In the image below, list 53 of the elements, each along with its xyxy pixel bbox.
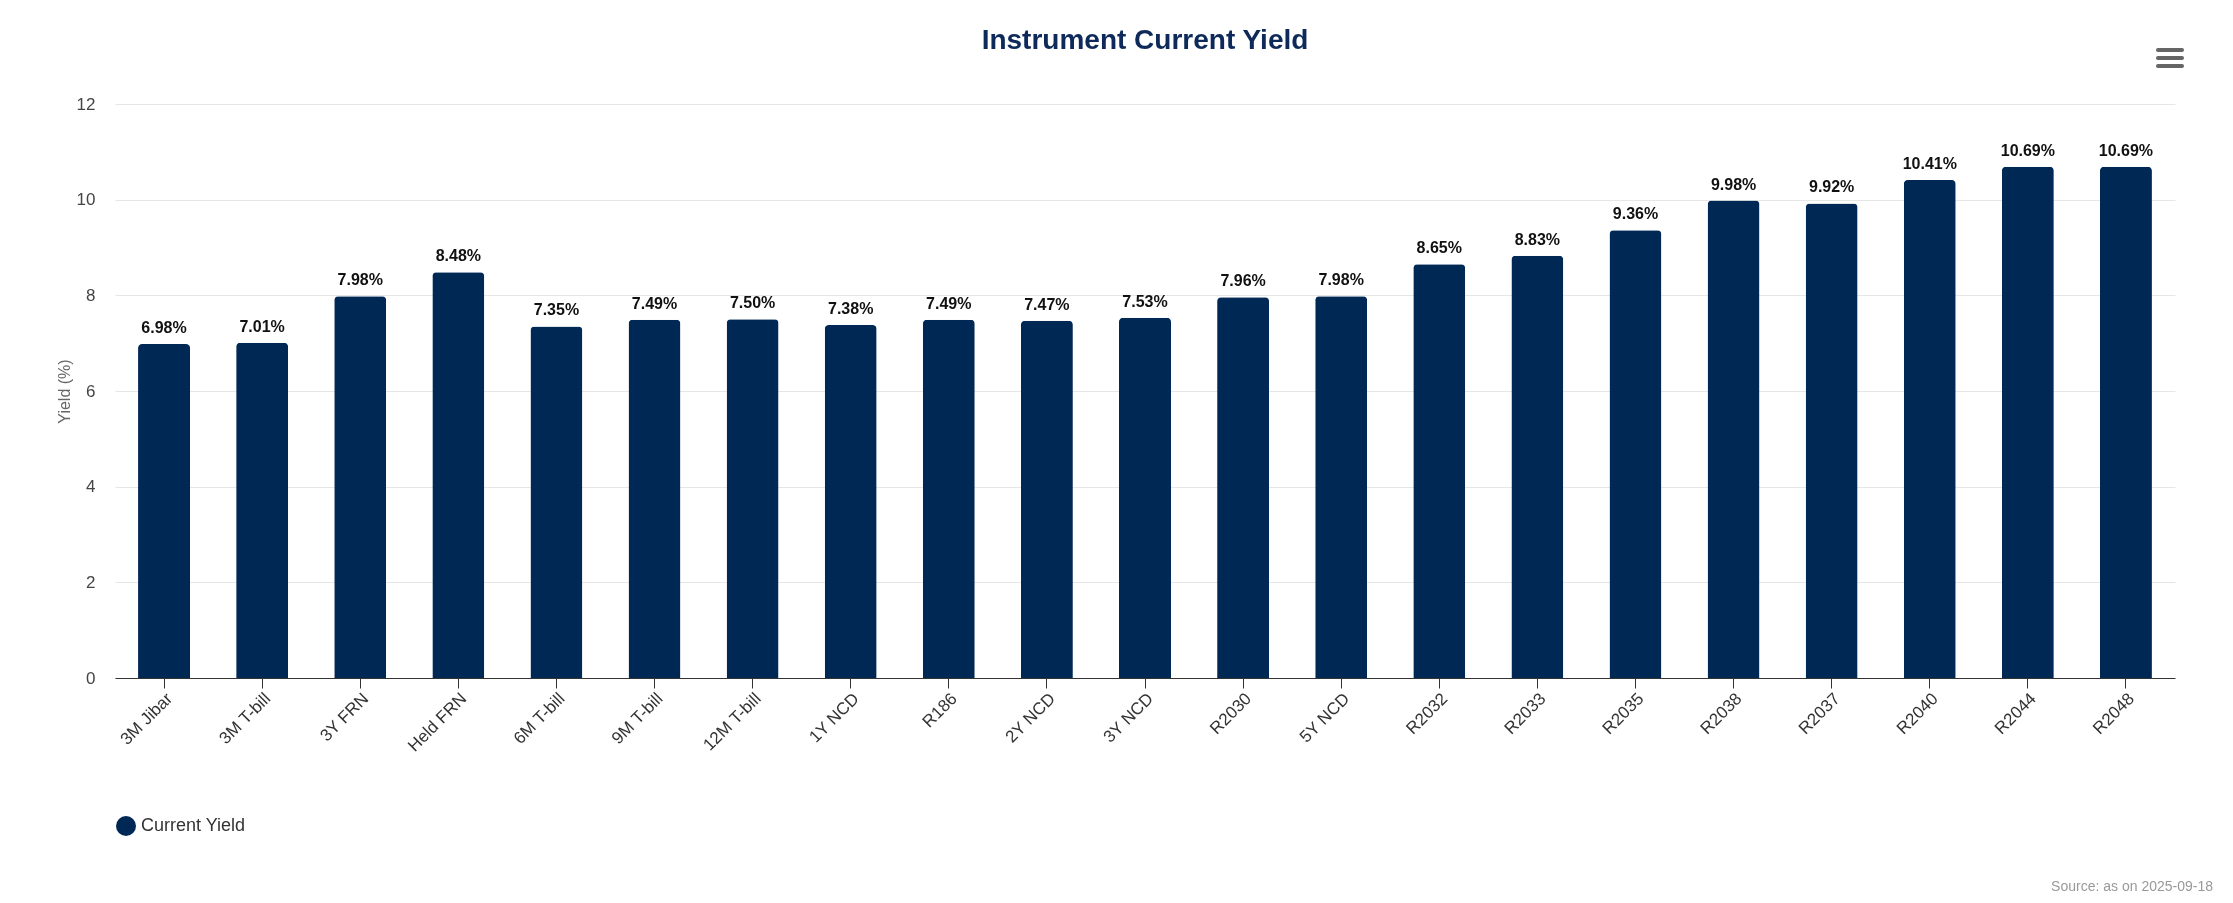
bar [334, 296, 387, 678]
bar [1805, 203, 1858, 678]
source-note: Source: as on 2025-09-18 [2051, 878, 2213, 894]
data-label: 9.98% [1710, 175, 1757, 193]
data-label: 6.98% [141, 319, 187, 337]
bar [1315, 296, 1368, 678]
data-label: 9.92% [1808, 178, 1855, 196]
bar [1707, 200, 1760, 678]
bar [1119, 317, 1171, 678]
data-label: 7.47% [1024, 295, 1070, 313]
bar [432, 272, 485, 678]
bar [1020, 320, 1073, 678]
bar [530, 326, 583, 678]
data-label: 10.69% [2000, 141, 2055, 159]
data-label: 7.49% [926, 294, 972, 312]
bar [922, 319, 975, 678]
y-axis-title: Yield (%) [55, 359, 73, 424]
data-label: 7.01% [239, 317, 285, 335]
bar [2099, 166, 2152, 678]
legend-label: Current Yield [141, 815, 246, 835]
bar [1413, 264, 1466, 678]
bar [1903, 180, 1956, 678]
y-tick-label: 12 [76, 94, 96, 114]
bar [824, 324, 877, 678]
bar [1609, 230, 1662, 678]
bar [726, 319, 779, 678]
data-label: 8.65% [1416, 239, 1462, 257]
y-tick-label: 10 [76, 190, 96, 210]
data-label: 7.98% [1318, 271, 1364, 289]
y-tick-label: 0 [86, 668, 96, 688]
data-label: 9.36% [1612, 205, 1659, 223]
data-label: 10.69% [2098, 141, 2154, 159]
y-tick-label: 2 [86, 572, 96, 592]
data-label: 8.48% [435, 247, 482, 265]
chart-title: Instrument Current Yield [981, 24, 1309, 55]
y-tick-label: 4 [86, 477, 96, 497]
data-label: 10.41% [1902, 155, 1957, 173]
y-tick-label: 8 [86, 285, 96, 305]
data-label: 7.53% [1122, 292, 1168, 310]
data-label: 7.96% [1220, 272, 1266, 290]
data-label: 7.98% [337, 271, 383, 289]
bar [2001, 166, 2054, 678]
data-label: 7.50% [729, 294, 776, 312]
bar [138, 344, 191, 678]
bar [628, 319, 681, 678]
bar [236, 342, 289, 678]
data-label: 7.35% [533, 301, 580, 319]
data-label: 7.38% [828, 299, 874, 317]
data-label: 8.83% [1514, 230, 1561, 248]
bar [1511, 255, 1564, 678]
data-label: 7.49% [631, 294, 678, 312]
y-tick-label: 6 [86, 381, 96, 401]
bar [1217, 297, 1270, 678]
